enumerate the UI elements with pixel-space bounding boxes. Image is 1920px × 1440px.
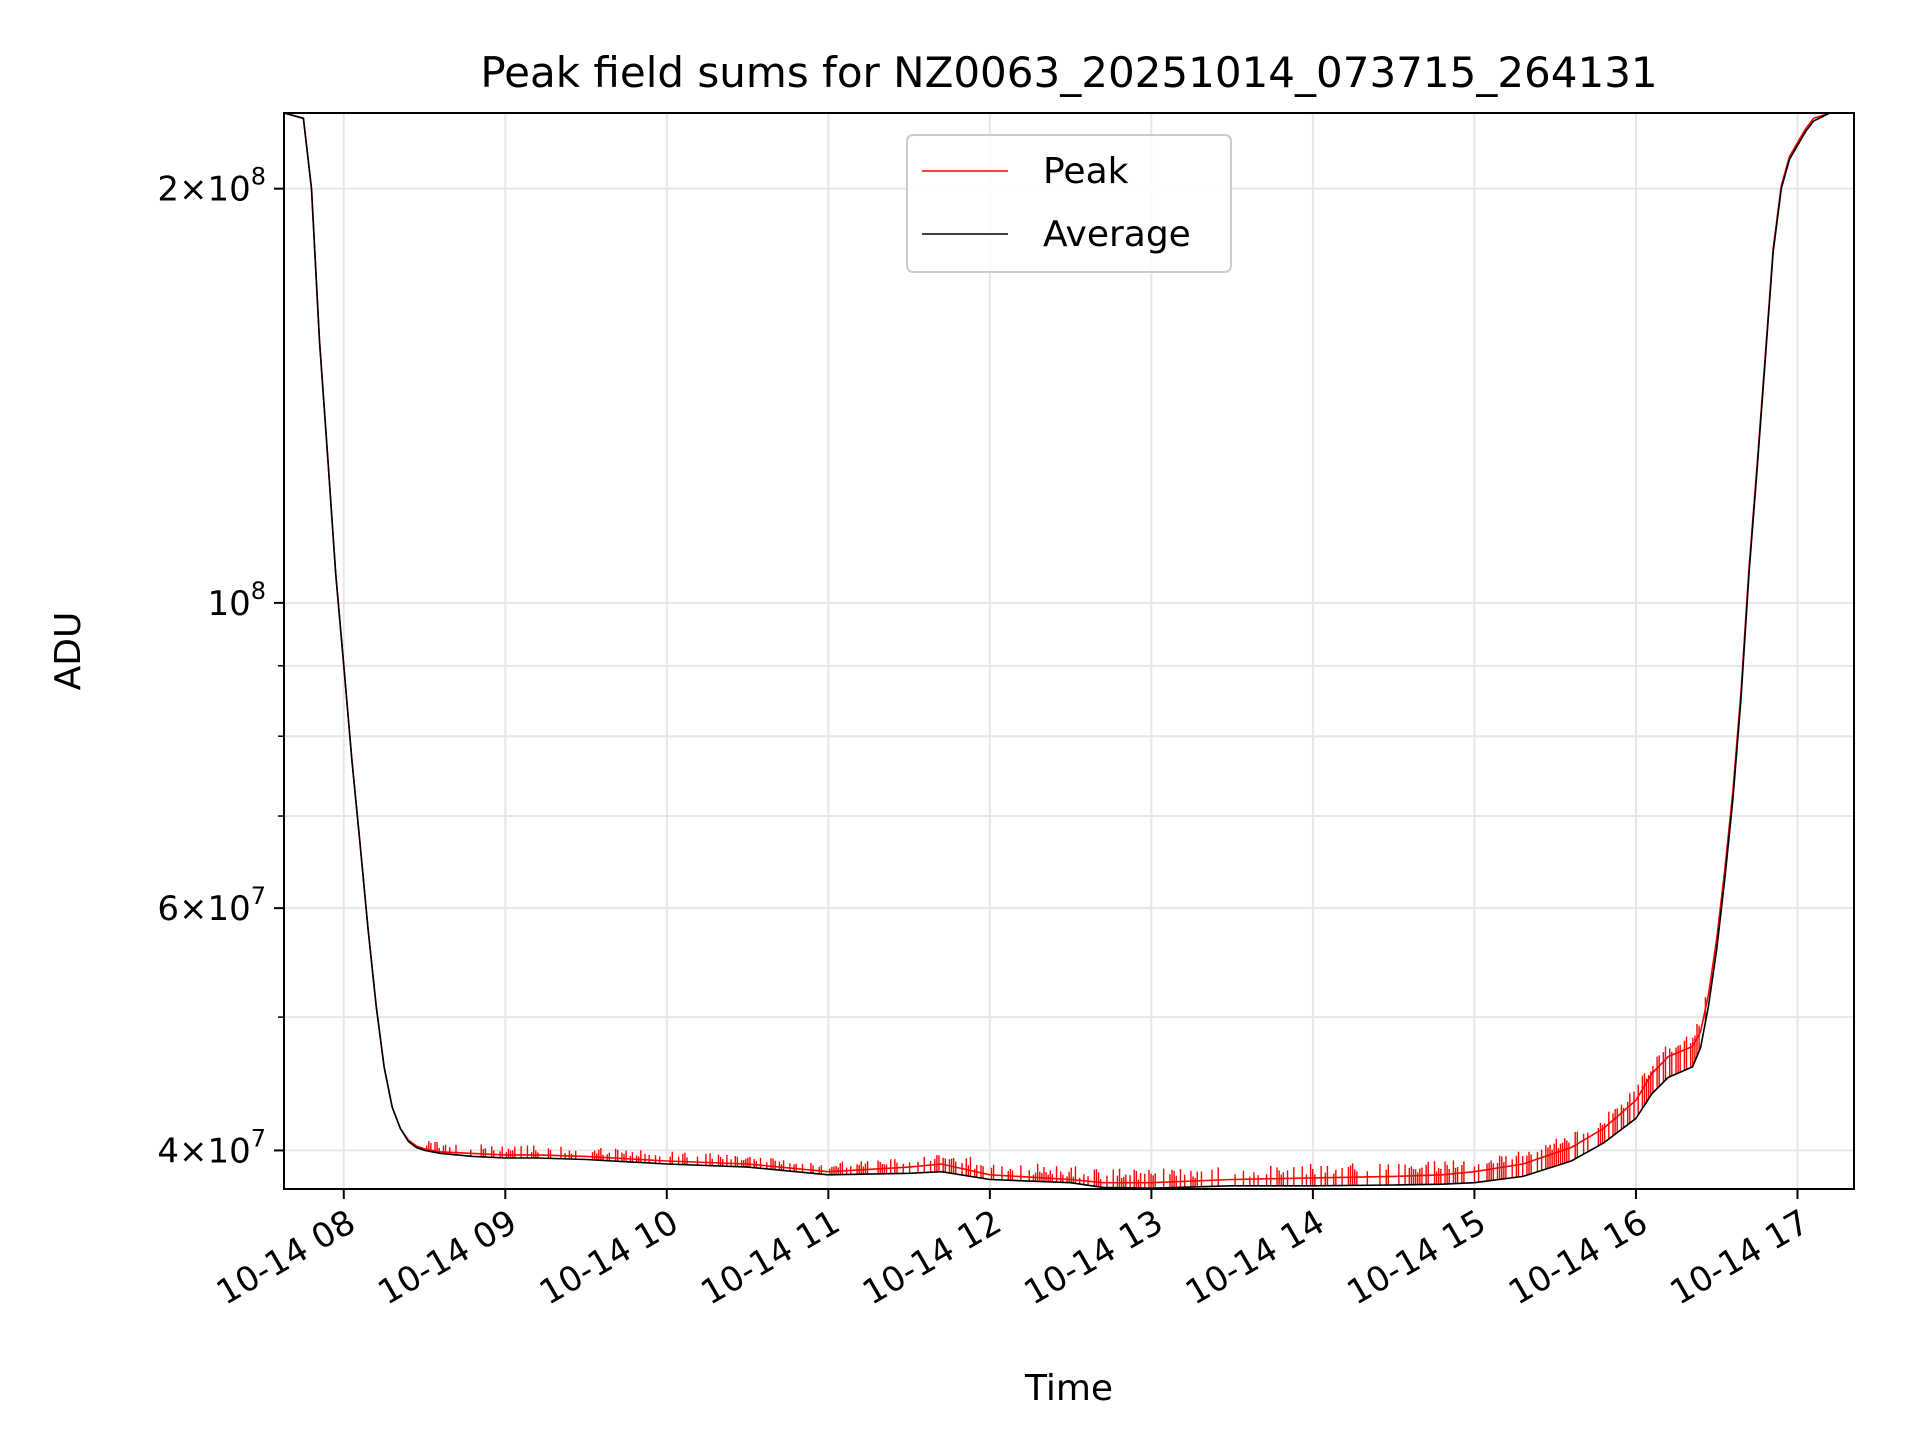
y-axis-ticks: 4×107 6×107 108 2×108	[157, 163, 284, 1171]
legend: Peak Average	[906, 134, 1232, 273]
y-tick-label: 2×108	[157, 163, 266, 210]
y-axis-label: ADU	[48, 612, 89, 691]
y-tick-label: 6×107	[157, 882, 266, 929]
chart-title: Peak field sums for NZ0063_20251014_0737…	[480, 48, 1657, 97]
plot-frame	[283, 112, 1855, 1190]
legend-average-label: Average	[1043, 214, 1191, 255]
average-line	[283, 112, 1854, 1190]
y-tick-label: 108	[207, 577, 266, 624]
legend-peak-label: Peak	[1043, 151, 1129, 192]
x-axis-label: Time	[1024, 1368, 1113, 1409]
series	[283, 112, 1854, 1190]
y-tick-label: 4×107	[157, 1124, 266, 1171]
legend-box	[906, 134, 1232, 273]
